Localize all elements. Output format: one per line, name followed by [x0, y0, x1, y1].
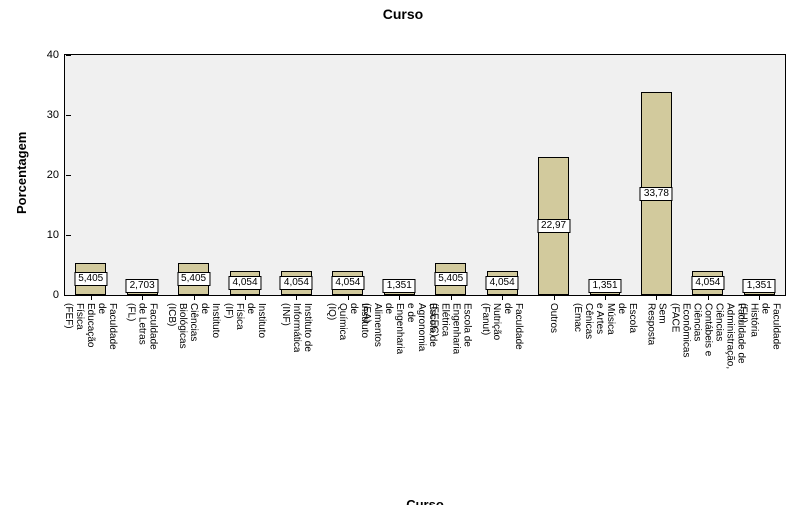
chart-title: Curso [0, 0, 806, 24]
x-tick [399, 295, 400, 300]
category-label: Instituto de Ciências Biológicas (ICB) [166, 303, 221, 349]
category-label: Faculdade de Administração, Ciências Con… [669, 303, 746, 369]
category-label: Sem Resposta [645, 303, 667, 345]
x-tick [194, 295, 195, 300]
bar-value-label: 1,351 [743, 279, 776, 293]
bar-value-label: 2,703 [126, 279, 159, 293]
x-tick [348, 295, 349, 300]
bar-value-label: 4,054 [228, 276, 261, 290]
category-label: Escola de Agronomia e de Engenharia de A… [361, 303, 438, 354]
plot-area: 5,405 2,703 5,405 4,054 4,054 4,054 1,351 5,405… [64, 54, 786, 296]
y-tick: 10 [47, 229, 65, 241]
bar-value-label: 4,054 [691, 276, 724, 290]
category-label: Faculdade de Letras (FL) [126, 303, 159, 350]
bar-value-label: 1,351 [383, 279, 416, 293]
x-tick [451, 295, 452, 300]
x-tick [554, 295, 555, 300]
x-axis-label: Curso [406, 497, 444, 505]
category-label: Instituto de Física (IF) [223, 303, 267, 338]
category-label: Escola de Engenharia Elétrica (EEEC) [429, 303, 473, 354]
category-label: Instituto de Informática (INF) [280, 303, 313, 352]
bar-value-label: 22,97 [537, 219, 570, 233]
y-tick: 40 [47, 49, 65, 61]
bar-value-label: 33,78 [640, 187, 673, 201]
y-tick: 0 [53, 289, 65, 301]
bar-value-label: 5,405 [177, 272, 210, 286]
category-label: Faculdade de Educação Física (FEF) [63, 303, 118, 350]
x-tick [296, 295, 297, 300]
category-label: Faculdade de Nutrição (Fanut) [480, 303, 524, 350]
x-tick [91, 295, 92, 300]
y-tick: 20 [47, 169, 65, 181]
x-tick [656, 295, 657, 300]
x-tick [245, 295, 246, 300]
x-tick [502, 295, 503, 300]
bar-value-label: 5,405 [74, 272, 107, 286]
bar-value-label: 4,054 [486, 276, 519, 290]
plot-inner: 5,405 2,703 5,405 4,054 4,054 4,054 1,351 5,405… [65, 55, 785, 295]
category-label: Faculdade de História (FH) [737, 303, 781, 350]
x-tick [759, 295, 760, 300]
bar-value-label: 4,054 [280, 276, 313, 290]
bar-value-label: 4,054 [331, 276, 364, 290]
category-label: Escola de Música e Artes Cênicas (Emac [572, 303, 638, 339]
y-tick: 30 [47, 109, 65, 121]
x-tick [142, 295, 143, 300]
bar-value-label: 5,405 [434, 272, 467, 286]
bar-value-label: 1,351 [588, 279, 621, 293]
x-tick [708, 295, 709, 300]
x-tick [605, 295, 606, 300]
category-label: Outros [548, 303, 559, 333]
y-axis-label: Porcentagem [14, 132, 29, 214]
